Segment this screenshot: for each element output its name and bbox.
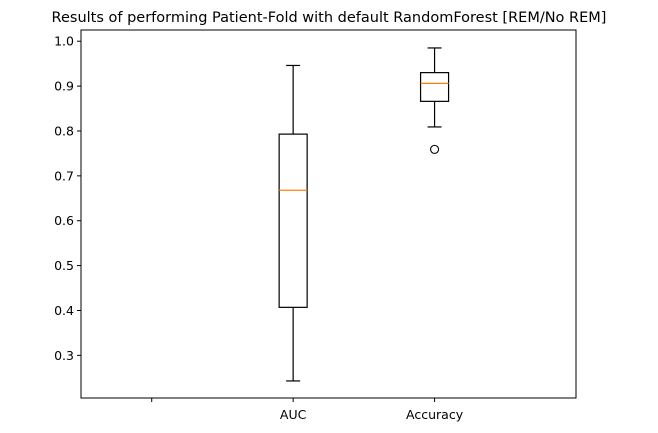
y-tick-label: 0.7 — [54, 168, 74, 183]
chart-title: Results of performing Patient-Fold with … — [52, 10, 607, 26]
y-tick-label: 0.4 — [54, 303, 74, 318]
y-tick-label: 0.3 — [54, 348, 74, 363]
box-auc — [278, 64, 308, 382]
y-tick-label: 0.6 — [54, 213, 74, 228]
box-iqr — [419, 72, 450, 102]
boxes — [278, 47, 450, 382]
x-tick-label: AUC — [280, 407, 307, 422]
y-tick-label: 0.5 — [54, 258, 74, 273]
box-iqr — [278, 133, 308, 308]
y-axis: 0.3 0.4 0.5 0.6 0.7 0.8 0.9 1.0 — [54, 34, 81, 363]
plot-area — [80, 29, 577, 399]
y-tick-label: 0.9 — [54, 79, 74, 94]
x-tick-label: Accuracy — [406, 407, 464, 422]
y-tick-label: 1.0 — [54, 34, 74, 49]
x-axis: AUC Accuracy — [151, 398, 464, 422]
y-tick-label: 0.8 — [54, 123, 74, 138]
outlier-point — [430, 144, 440, 154]
box-accuracy — [419, 47, 450, 154]
